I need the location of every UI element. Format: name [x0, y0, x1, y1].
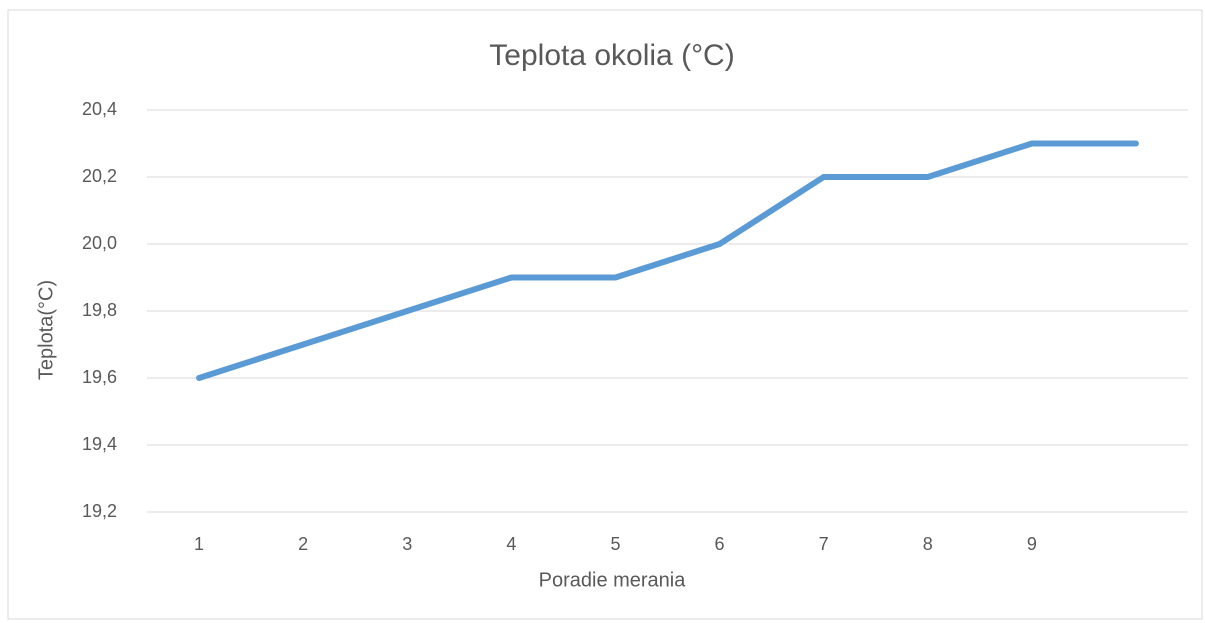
- y-tick-label: 19,4: [82, 434, 117, 454]
- y-tick-label: 19,8: [82, 300, 117, 320]
- x-tick-label: 5: [610, 534, 620, 554]
- y-tick-label: 20,2: [82, 166, 117, 186]
- chart-frame: [7, 9, 1203, 620]
- x-axis-label: Poradie merania: [539, 569, 687, 591]
- y-tick-label: 20,0: [82, 233, 117, 253]
- x-tick-label: 3: [402, 534, 412, 554]
- x-tick-label: 2: [298, 534, 308, 554]
- y-tick-label: 19,6: [82, 367, 117, 387]
- x-tick-label: 1: [194, 534, 204, 554]
- data-line: [196, 140, 1139, 381]
- chart-title: Teplota okolia (°C): [489, 39, 734, 72]
- x-tick-label: 6: [715, 534, 725, 554]
- x-tick-label: 9: [1027, 534, 1037, 554]
- x-tick-label: 8: [923, 534, 933, 554]
- y-axis-label: Teplota(°C): [35, 280, 57, 380]
- x-tick-label: 4: [506, 534, 516, 554]
- y-tick-label: 19,2: [82, 501, 117, 521]
- x-tick-label: 7: [819, 534, 829, 554]
- y-tick-label: 20,4: [82, 99, 117, 119]
